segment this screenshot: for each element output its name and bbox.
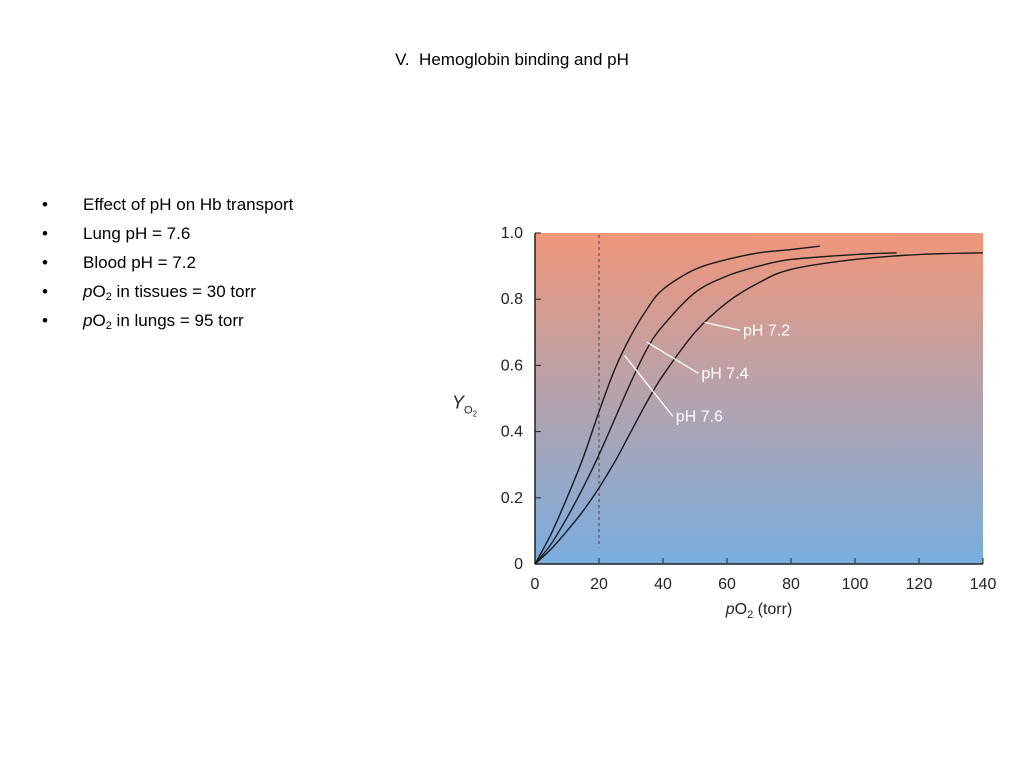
bullet-text: p	[83, 311, 93, 330]
bullet-list: • Effect of pH on Hb transport • Lung pH = …	[40, 194, 293, 339]
bullet-marker: •	[42, 195, 48, 214]
bullet-text: 2	[105, 291, 112, 303]
x-tick-label: 100	[842, 576, 869, 593]
annotation-leader	[624, 355, 674, 417]
curve-ph-7-2	[534, 252, 984, 565]
bullet-item: • pO2 in tissues = 30 torr	[40, 281, 293, 310]
x-tick-label: 20	[590, 576, 608, 593]
y-tick-label: 0.8	[501, 291, 523, 308]
bullet-marker: •	[42, 224, 48, 243]
annotation-label: pH 7.4	[701, 365, 748, 382]
bullet-marker: •	[42, 282, 48, 301]
y-tick-label: 0.2	[501, 490, 523, 507]
bullet-text: O	[92, 282, 106, 301]
annotation-leader	[646, 341, 699, 374]
annotation-leader	[704, 321, 741, 331]
x-tick-label: 40	[654, 576, 672, 593]
x-tick-label: 140	[970, 576, 997, 593]
annotation-label: pH 7.2	[743, 322, 790, 339]
bullet-text: in tissues = 30 torr	[111, 282, 256, 301]
bullet-text: p	[83, 282, 93, 301]
curve-ph-7-6	[534, 245, 820, 565]
bullet-item: • pO2 in lungs = 95 torr	[40, 310, 293, 339]
y-tick-label: 0.4	[501, 424, 523, 441]
curve-ph-7-4	[534, 252, 897, 565]
bullet-text: 2	[105, 320, 112, 332]
annotation-label: pH 7.6	[676, 408, 723, 425]
bullet-item: • Lung pH = 7.6	[40, 223, 293, 252]
bullet-text: in lungs = 95 torr	[111, 311, 244, 330]
bullet-marker: •	[42, 253, 48, 272]
y-tick-label: 0.6	[501, 357, 523, 374]
oxygen-binding-chart: 0 20 40 60 80 100 120 140 0 0.2 0.4 0.6 0.8 1.0 pO2 (t…	[440, 215, 1010, 640]
y-axis-label: YO2	[452, 392, 478, 418]
slide-title: V. Hemoglobin binding and pH	[395, 50, 629, 69]
bullet-text: Lung pH = 7.6	[83, 224, 191, 243]
x-tick-label: 120	[906, 576, 933, 593]
bullet-text: Blood pH = 7.2	[83, 253, 196, 272]
x-axis-label: pO2 (torr)	[725, 601, 793, 621]
chart-svg: 0 20 40 60 80 100 120 140 0 0.2 0.4 0.6 0.8 1.0 pO2 (t…	[452, 225, 997, 621]
y-tick-label: 1.0	[501, 225, 523, 242]
bullet-text: Effect of pH on Hb transport	[83, 195, 294, 214]
bullet-text: O	[92, 311, 106, 330]
x-tick-label: 60	[718, 576, 736, 593]
y-tick-label: 0	[514, 556, 523, 573]
x-tick-label: 80	[782, 576, 800, 593]
bullet-item: • Effect of pH on Hb transport	[40, 194, 293, 223]
plot-background	[535, 233, 983, 564]
bullet-item: • Blood pH = 7.2	[40, 252, 293, 281]
x-tick-label: 0	[531, 576, 540, 593]
bullet-marker: •	[42, 311, 48, 330]
